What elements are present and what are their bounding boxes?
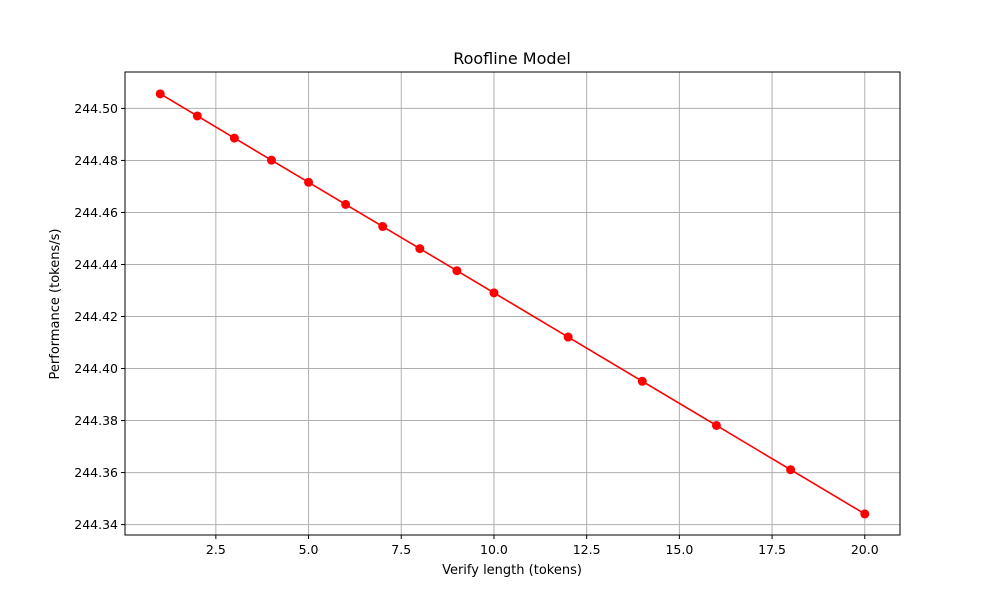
x-tick-label: 15.0 [665, 542, 693, 557]
x-tick-label: 5.0 [299, 542, 319, 557]
y-tick-label: 244.46 [74, 205, 118, 220]
data-point [192, 111, 202, 121]
data-point [415, 244, 425, 254]
y-tick-label: 244.42 [74, 309, 118, 324]
x-tick-label: 7.5 [391, 542, 411, 557]
data-point [860, 509, 870, 519]
x-tick-label: 17.5 [758, 542, 786, 557]
data-point [229, 133, 239, 143]
y-tick-label: 244.38 [74, 413, 118, 428]
data-point [711, 420, 721, 430]
y-tick-label: 244.50 [74, 101, 118, 116]
data-point [266, 155, 276, 165]
data-point [786, 465, 796, 475]
y-axis-ticks: 244.34 244.36 244.38 244.40 244.42 244.44 244.… [74, 101, 125, 532]
y-axis-label: Performance (tokens/s) [48, 229, 63, 380]
data-point [489, 288, 499, 298]
y-tick-label: 244.48 [74, 153, 118, 168]
x-tick-label: 10.0 [480, 542, 508, 557]
data-point [378, 222, 388, 232]
data-point [563, 332, 573, 342]
x-tick-label: 20.0 [851, 542, 879, 557]
data-point [452, 266, 462, 276]
chart-title: Roofline Model [453, 49, 571, 68]
data-point [341, 199, 351, 209]
data-point [637, 376, 647, 386]
grid-lines [125, 72, 900, 535]
x-tick-label: 2.5 [206, 542, 226, 557]
data-point [304, 177, 314, 187]
plot-frame [124, 71, 901, 536]
x-axis-label: Verify length (tokens) [442, 563, 582, 578]
x-tick-label: 12.5 [573, 542, 601, 557]
series-layer [155, 89, 870, 519]
y-tick-label: 244.40 [74, 361, 118, 376]
x-axis-ticks: 2.5 5.0 7.5 10.0 12.5 15.0 17.5 20.0 [206, 535, 879, 557]
data-point [155, 89, 165, 99]
series-line [159, 93, 866, 515]
y-tick-label: 244.34 [74, 517, 118, 532]
y-tick-label: 244.44 [74, 257, 118, 272]
y-tick-label: 244.36 [74, 465, 118, 480]
